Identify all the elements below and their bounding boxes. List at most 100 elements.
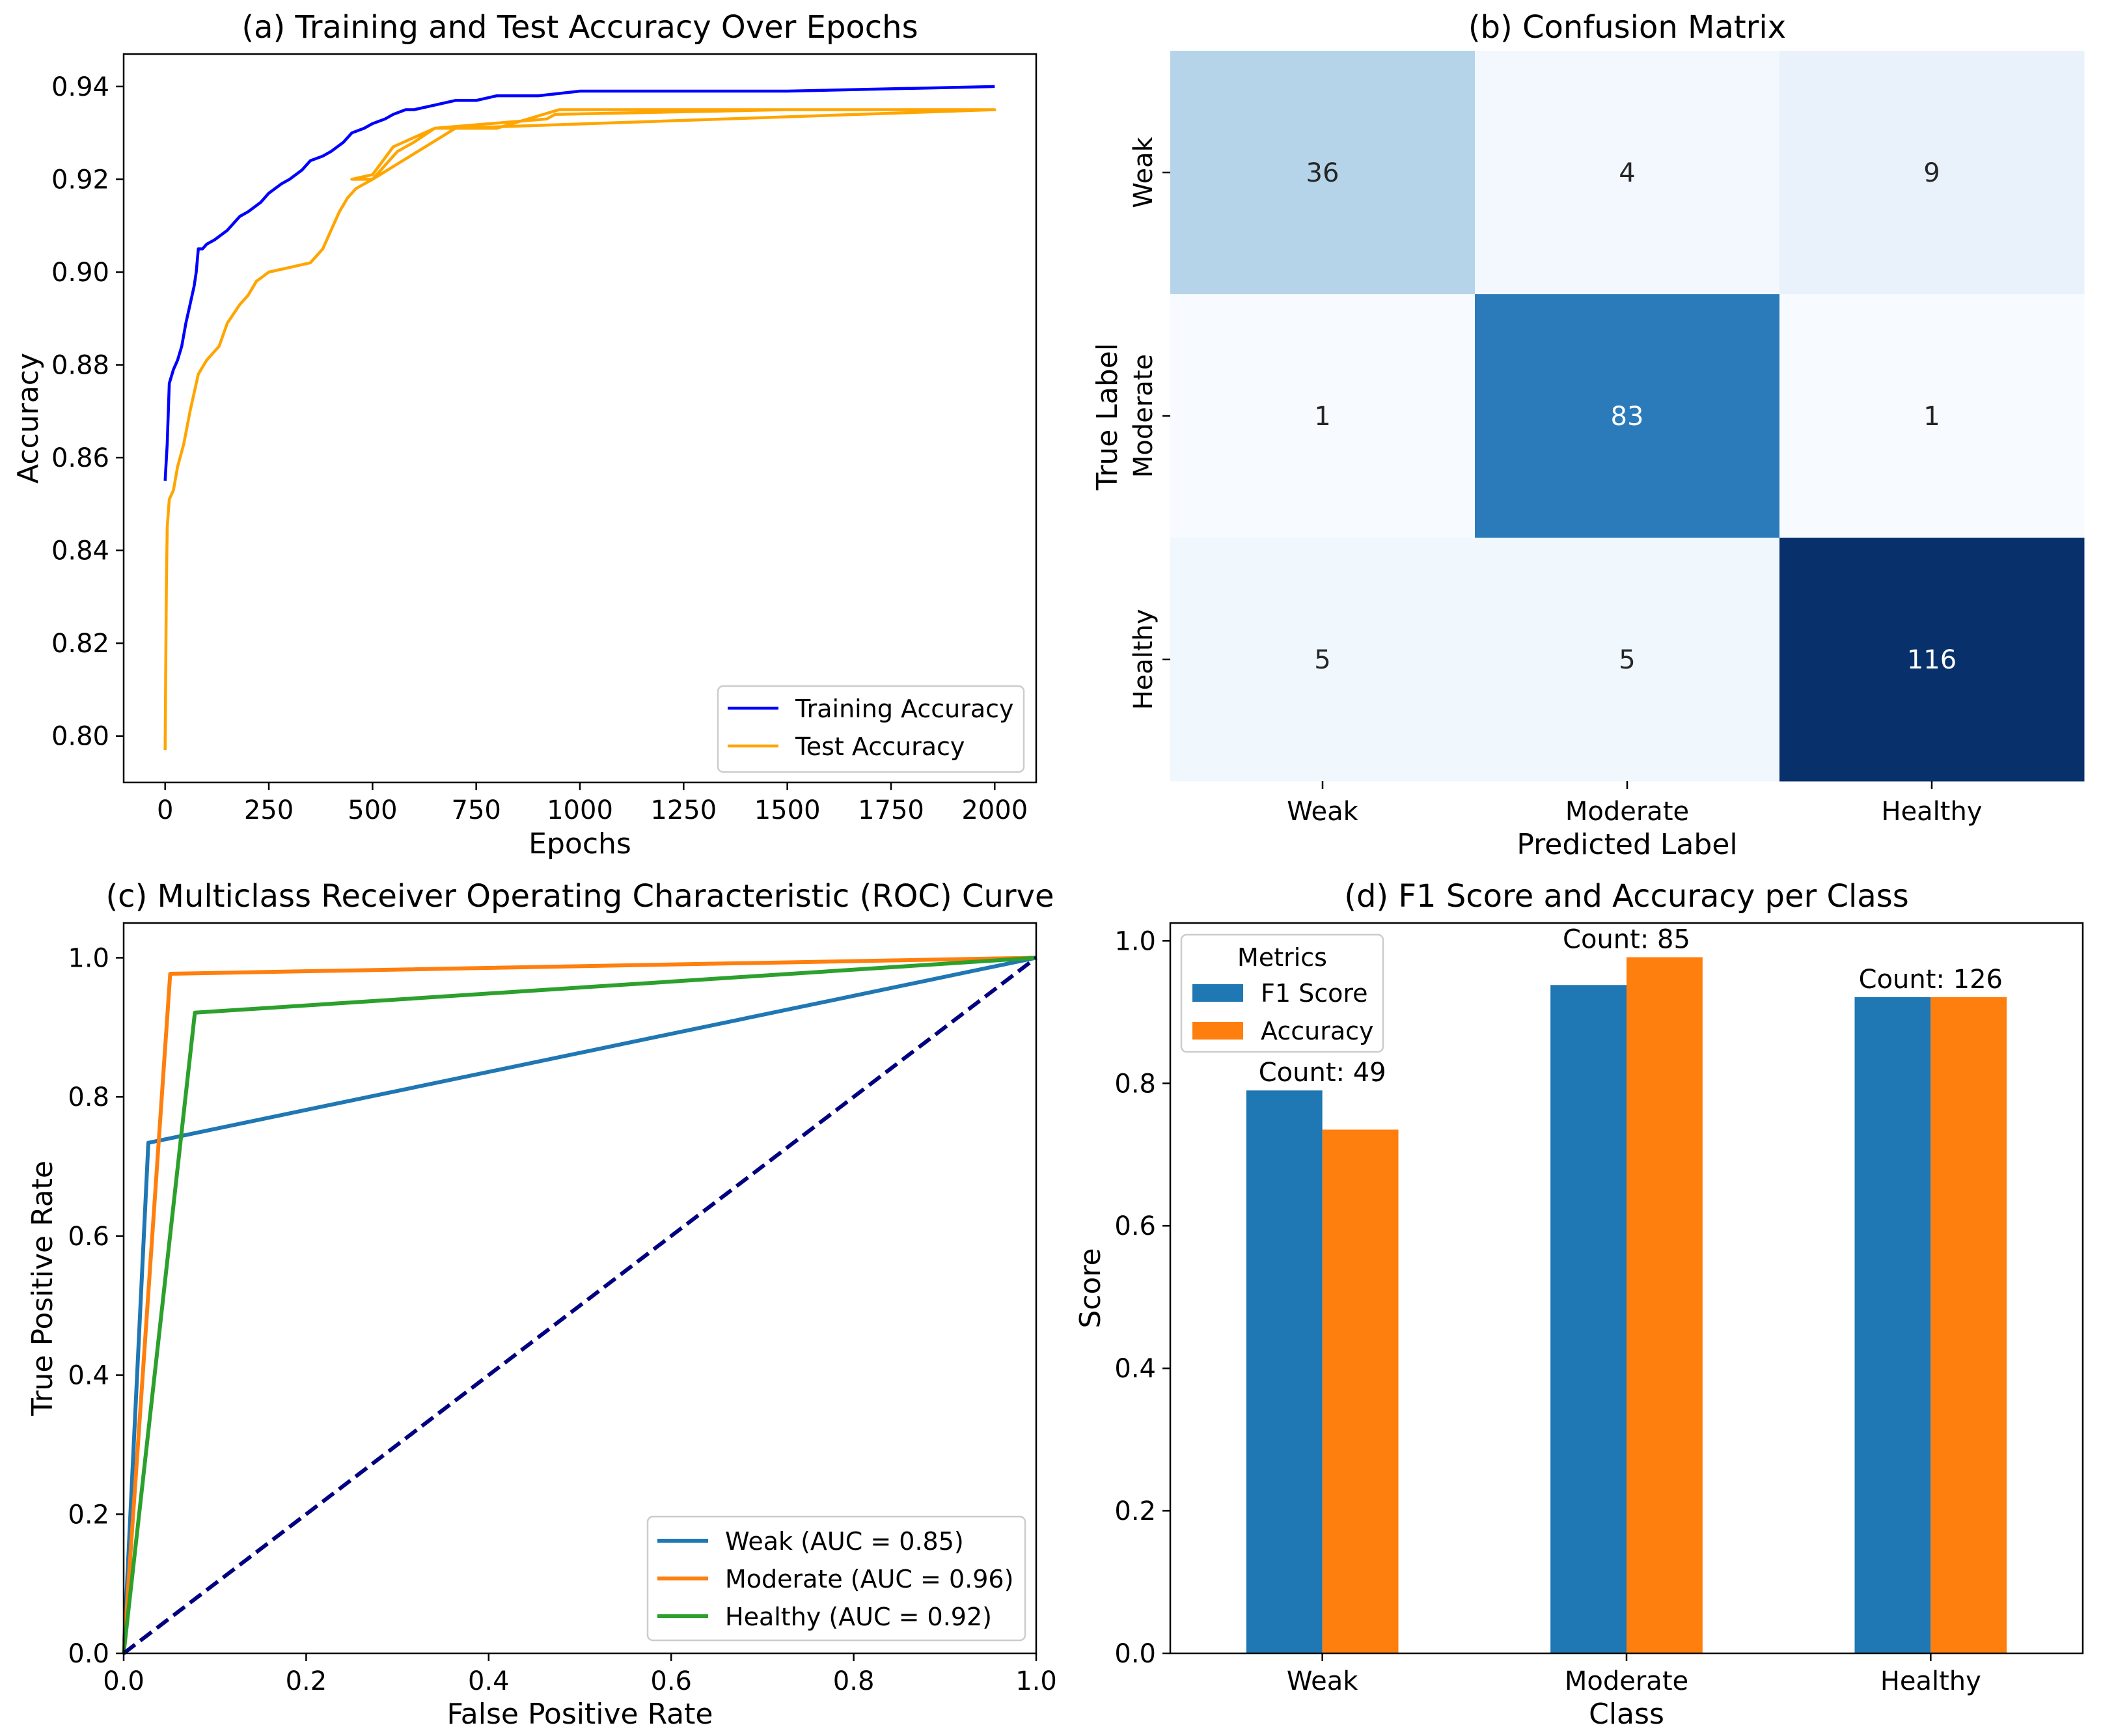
heatmap-cell [1475,51,1780,295]
heatmap-cell [1170,538,1476,782]
cell-value-label: 9 [1923,158,1940,188]
legend-label: F1 Score [1261,979,1368,1008]
x-tick-label: 2000 [961,795,1028,825]
x-tick-label: 0.4 [468,1666,510,1696]
axes-frame [122,53,1037,784]
bar-f1-score [1246,1090,1323,1653]
y-tick-label: 0.80 [51,722,109,752]
x-axis-label: False Positive Rate [447,1698,713,1731]
count-annotation: Count: 85 [1563,925,1690,955]
x-tick-label: 0 [157,795,173,825]
y-tick-label: 0.92 [51,165,109,195]
cell-value-label: 1 [1923,402,1940,432]
bar-f1-score [1550,985,1627,1653]
x-tick-label: 250 [244,795,294,825]
heatmap-cell [1779,538,2085,782]
y-tick-label: 0.88 [51,351,109,381]
legend-swatch [1192,984,1243,1002]
x-tick-label: 1750 [858,795,924,825]
y-tick-label: 0.94 [51,72,109,102]
heatmap-cell [1170,294,1476,538]
legend-box [646,1515,1026,1642]
cell-value-label: 1 [1314,402,1330,432]
y-tick-label: 0.86 [51,443,109,473]
y-tick-label: 1.0 [68,943,109,973]
x-tick-label: 500 [348,795,397,825]
roc-curve-line [122,956,1037,1654]
y-tick-label: 0.2 [68,1500,109,1530]
x-tick-label: 1500 [754,795,821,825]
panel-a-title: (a) Training and Test Accuracy Over Epoc… [241,9,918,46]
x-tick-label: 0.2 [286,1666,327,1696]
y-tick-label: 0.6 [1114,1211,1156,1241]
roc-curve-line [122,956,1037,1654]
legend-label: Healthy (AUC = 0.92) [725,1603,992,1631]
count-annotation: Count: 126 [1859,965,2003,995]
x-tick-label: 1.0 [1015,1666,1057,1696]
cell-value-label: 4 [1619,158,1635,188]
heatmap-cell [1475,538,1780,782]
y-tick-label: 0.2 [1114,1496,1156,1526]
count-annotation: Count: 49 [1259,1058,1386,1088]
bar-accuracy [1627,957,1703,1653]
legend-label: Training Accuracy [795,695,1014,723]
panel-d-title: (d) F1 Score and Accuracy per Class [1344,878,1909,915]
series-line-test-accuracy [163,108,996,751]
roc-curve-line [122,956,1037,1654]
legend-label: Moderate (AUC = 0.96) [725,1565,1013,1593]
y-tick-label: 0.8 [68,1082,109,1112]
y-tick-label: 0.6 [68,1222,109,1252]
y-tick-label: Healthy [1129,609,1159,710]
x-tick-label: Moderate [1565,1666,1688,1696]
cell-value-label: 83 [1611,402,1644,432]
y-axis-label: Score [1074,1248,1107,1328]
heatmap-cell [1475,294,1780,538]
chance-diagonal-line [122,956,1037,1655]
x-tick-label: Weak [1287,1666,1358,1696]
y-axis-label: True Label [1091,343,1124,491]
y-tick-label: 0.8 [1114,1069,1156,1099]
y-tick-label: 0.0 [1114,1639,1156,1669]
legend-label: Weak (AUC = 0.85) [725,1527,964,1556]
legend-label: Test Accuracy [795,732,965,761]
x-axis-label: Epochs [529,827,631,861]
cell-value-label: 5 [1619,645,1635,675]
y-axis-label: Accuracy [12,353,45,484]
panel-b-title: (b) Confusion Matrix [1468,9,1786,46]
y-tick-label: 0.82 [51,629,109,659]
cell-value-label: 116 [1907,645,1957,675]
x-tick-label: 1250 [650,795,717,825]
y-tick-label: 0.4 [68,1361,109,1391]
y-tick-label: 0.4 [1114,1354,1156,1384]
y-tick-label: Moderate [1129,354,1159,478]
x-tick-label: 0.6 [650,1666,692,1696]
x-tick-label: 750 [452,795,501,825]
axes-frame [122,922,1037,1655]
y-tick-label: 0.84 [51,536,109,566]
x-tick-label: 0.8 [833,1666,875,1696]
y-axis-label: True Positive Rate [26,1161,59,1416]
x-axis-label: Predicted Label [1517,828,1737,861]
series-line-training-accuracy [163,85,995,481]
legend-label: Accuracy [1261,1017,1374,1045]
heatmap-cell [1779,294,2085,538]
x-tick-label: Healthy [1880,1666,1981,1696]
x-axis-label: Class [1589,1698,1664,1731]
bar-f1-score [1854,997,1931,1653]
bar-accuracy [1322,1129,1399,1653]
y-tick-label: Weak [1129,136,1159,208]
y-tick-label: 0.90 [51,258,109,288]
heatmap-cell [1779,51,2085,295]
axes-frame [1169,922,2084,1655]
x-tick-label: 1000 [547,795,613,825]
x-tick-label: Weak [1287,797,1358,827]
legend-box [717,685,1025,773]
x-tick-label: 0.0 [103,1666,144,1696]
x-tick-label: Healthy [1881,797,1982,827]
y-tick-label: 0.0 [68,1639,109,1669]
cell-value-label: 5 [1314,645,1330,675]
cell-value-label: 36 [1306,158,1339,188]
heatmap-cell [1170,51,1476,295]
y-tick-label: 1.0 [1114,926,1156,956]
